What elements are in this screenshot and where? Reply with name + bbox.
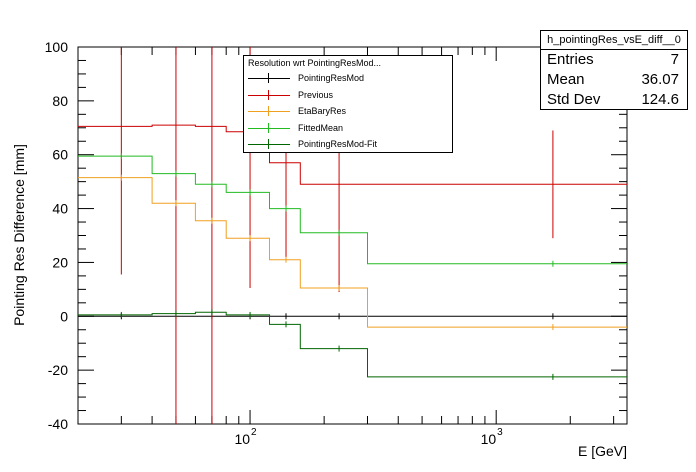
legend-entry-etabaryres: EtaBaryRes: [244, 103, 452, 120]
series-previous-line: [78, 124, 627, 185]
stats-label: Mean: [547, 71, 585, 88]
x-tick-label: 10: [481, 431, 497, 447]
legend-swatch: [248, 78, 290, 79]
stats-row-entries: Entries 7: [541, 50, 687, 70]
x-tick-exponent: 2: [251, 427, 257, 438]
legend-label: PointingResMod: [298, 73, 365, 83]
legend: Resolution wrt PointingResMod... Pointin…: [243, 55, 453, 153]
y-tick-label: 60: [52, 147, 68, 163]
legend-swatch-tick: [268, 106, 269, 116]
legend-swatch: [248, 127, 290, 129]
y-tick-label: 80: [52, 93, 68, 109]
legend-swatch: [248, 94, 290, 96]
legend-swatch-tick: [268, 89, 269, 100]
series-fittedmean-line: [78, 155, 627, 265]
y-tick-label: -20: [48, 362, 68, 378]
x-axis-label: E [GeV]: [578, 443, 627, 459]
legend-header: Resolution wrt PointingResMod...: [248, 58, 382, 68]
legend-entry-previous: Previous: [244, 87, 452, 104]
legend-swatch: [248, 144, 290, 145]
legend-label: EtaBaryRes: [298, 106, 347, 116]
axis-ticks: [77, 46, 627, 425]
x-tick-exponent: 3: [497, 427, 503, 438]
legend-swatch-tick: [268, 122, 269, 133]
y-tick-label: 100: [45, 39, 69, 55]
legend-swatch-tick: [268, 139, 269, 149]
legend-label: PointingResMod-Fit: [298, 139, 378, 149]
stats-box: h_pointingRes_vsE_diff__0 Entries 7 Mean…: [540, 30, 688, 110]
y-tick-label: 0: [60, 308, 68, 324]
stats-row-stddev: Std Dev 124.6: [541, 90, 687, 110]
legend-entry-fittedmean: FittedMean: [244, 120, 452, 137]
stats-label: Entries: [547, 51, 594, 68]
legend-swatch-tick: [268, 73, 269, 83]
x-tick-labels: 10 2 10 3: [234, 427, 503, 447]
stats-value: 7: [670, 51, 679, 68]
legend-label: Previous: [298, 89, 334, 100]
series-pointingresmod-fit-line: [78, 311, 627, 378]
legend-entry-pointingresmod: PointingResMod: [244, 70, 452, 87]
legend-label: FittedMean: [298, 122, 344, 133]
y-tick-label: 40: [52, 201, 68, 217]
series-etabaryres-line: [78, 177, 627, 328]
series-layer: [78, 47, 627, 424]
stats-row-mean: Mean 36.07: [541, 70, 687, 90]
stats-value: 36.07: [641, 71, 679, 88]
stats-value: 124.6: [641, 91, 679, 108]
legend-entry-pointingresmod-fit: PointingResMod-Fit: [244, 136, 452, 153]
stats-title: h_pointingRes_vsE_diff__0: [541, 31, 687, 50]
y-tick-label: 20: [52, 254, 68, 270]
y-tick-label: -40: [48, 416, 68, 432]
legend-swatch: [248, 111, 290, 112]
x-tick-label: 10: [234, 431, 250, 447]
y-tick-labels: -40 -20 0 20 40 60 80 100: [45, 39, 69, 432]
stats-label: Std Dev: [547, 91, 601, 108]
y-axis-label: Pointing Res Difference [mm]: [11, 144, 27, 326]
